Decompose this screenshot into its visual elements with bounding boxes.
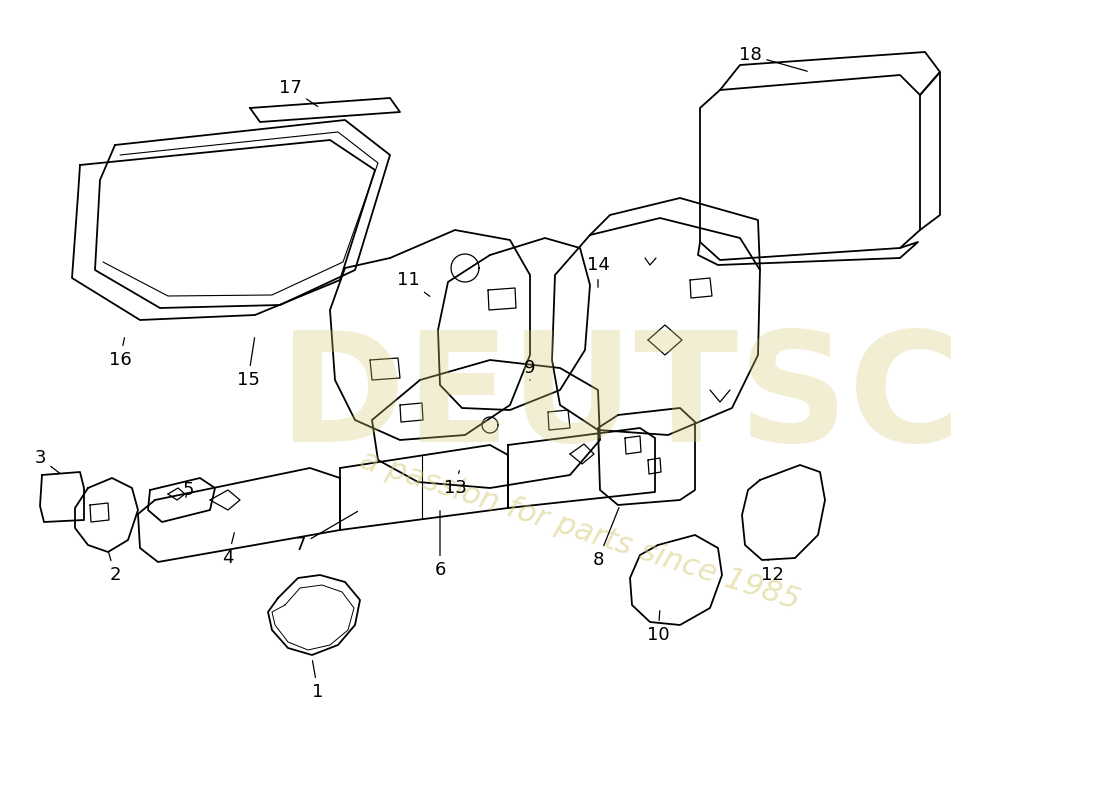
Text: 2: 2 — [109, 553, 121, 584]
Text: 13: 13 — [443, 470, 466, 497]
Text: 10: 10 — [647, 610, 669, 644]
Text: 1: 1 — [312, 661, 323, 701]
Text: 8: 8 — [592, 507, 619, 569]
Text: 5: 5 — [183, 481, 194, 499]
Text: a passion for parts since 1985: a passion for parts since 1985 — [356, 445, 804, 615]
Text: 16: 16 — [109, 338, 131, 369]
Text: 15: 15 — [236, 338, 260, 389]
Text: 7: 7 — [295, 511, 358, 554]
Text: 4: 4 — [222, 533, 234, 567]
Text: 6: 6 — [434, 510, 446, 579]
Text: 11: 11 — [397, 271, 430, 296]
Text: DEUTSC: DEUTSC — [279, 326, 960, 474]
Text: 14: 14 — [586, 256, 609, 287]
Text: 18: 18 — [738, 46, 807, 71]
Text: 12: 12 — [760, 560, 783, 584]
Text: 3: 3 — [34, 449, 59, 474]
Text: 17: 17 — [278, 79, 318, 106]
Text: 9: 9 — [525, 359, 536, 380]
